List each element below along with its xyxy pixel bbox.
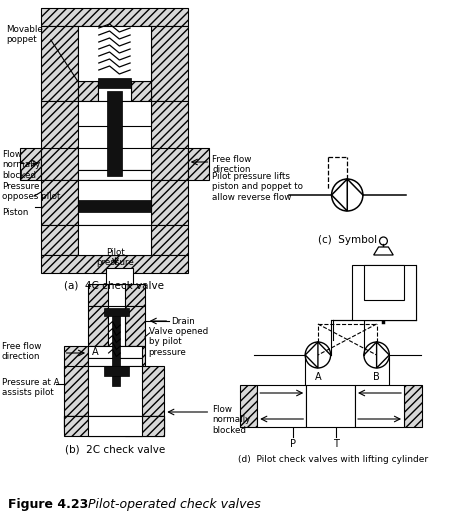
Bar xyxy=(125,416,164,428)
Polygon shape xyxy=(377,342,389,368)
Bar xyxy=(98,78,131,88)
Bar xyxy=(78,148,151,170)
Text: Pilot pressure lifts
piston and poppet to
allow reverse flow: Pilot pressure lifts piston and poppet t… xyxy=(212,172,303,202)
Bar xyxy=(78,81,98,101)
Bar xyxy=(41,148,78,180)
Bar xyxy=(151,148,188,180)
Bar xyxy=(104,366,129,376)
Text: A: A xyxy=(315,372,321,382)
Text: B: B xyxy=(373,372,380,382)
Polygon shape xyxy=(332,179,347,211)
Bar xyxy=(108,306,125,346)
Bar xyxy=(88,284,108,306)
Bar xyxy=(41,101,78,156)
Bar xyxy=(257,385,306,427)
Bar xyxy=(355,385,404,427)
Text: Pilot-operated check valves: Pilot-operated check valves xyxy=(88,498,261,511)
Polygon shape xyxy=(374,247,393,255)
Text: Drain: Drain xyxy=(171,317,195,326)
Bar xyxy=(78,225,151,255)
Text: (a)  4C check valve: (a) 4C check valve xyxy=(64,280,164,290)
Bar xyxy=(88,306,108,346)
Bar xyxy=(78,180,151,225)
Bar xyxy=(125,306,145,346)
Text: (d)  Pilot check valves with lifting cylinder: (d) Pilot check valves with lifting cyli… xyxy=(238,455,428,464)
Bar xyxy=(78,26,151,81)
Bar xyxy=(107,91,122,176)
Text: Pilot
pressure: Pilot pressure xyxy=(97,248,134,267)
Bar xyxy=(125,428,164,436)
Bar xyxy=(41,180,78,225)
Text: Movable
poppet: Movable poppet xyxy=(6,25,43,44)
Bar xyxy=(88,346,108,366)
Bar xyxy=(188,148,209,180)
Bar xyxy=(404,385,422,427)
Bar xyxy=(306,385,355,427)
Bar xyxy=(125,366,164,416)
Bar xyxy=(88,416,142,436)
Bar xyxy=(63,366,88,416)
Bar xyxy=(151,101,188,156)
Bar xyxy=(364,265,404,300)
Bar xyxy=(104,308,129,316)
Text: Flow
normally
blocked: Flow normally blocked xyxy=(2,150,40,180)
Bar xyxy=(125,346,145,366)
Bar xyxy=(19,148,41,180)
Bar xyxy=(41,8,188,26)
Text: Pressure at A
assists pilot: Pressure at A assists pilot xyxy=(2,378,59,397)
Bar xyxy=(78,101,151,126)
Bar xyxy=(88,416,142,428)
Bar xyxy=(131,81,151,101)
Bar xyxy=(41,26,78,101)
Bar xyxy=(151,180,188,225)
Bar xyxy=(240,385,257,427)
Text: (c)  Symbol: (c) Symbol xyxy=(318,235,377,245)
Bar xyxy=(112,316,120,386)
Bar xyxy=(78,170,151,180)
Bar xyxy=(151,26,188,101)
Text: A: A xyxy=(91,347,98,357)
Bar xyxy=(98,81,131,101)
Polygon shape xyxy=(305,342,318,368)
Text: Pressure
opposes pilot: Pressure opposes pilot xyxy=(2,182,60,201)
Bar xyxy=(88,366,142,416)
Text: Figure 4.23: Figure 4.23 xyxy=(8,498,88,511)
Text: Free flow
direction: Free flow direction xyxy=(2,342,41,361)
Bar xyxy=(78,200,151,212)
Text: Valve opened
by pilot
pressure: Valve opened by pilot pressure xyxy=(148,327,208,357)
Text: Piston: Piston xyxy=(2,208,28,217)
Bar xyxy=(63,416,88,428)
Bar xyxy=(63,346,88,376)
Bar xyxy=(125,284,145,306)
Bar xyxy=(88,358,142,366)
Text: P: P xyxy=(290,439,297,449)
Text: Flow
normally
blocked: Flow normally blocked xyxy=(212,405,251,435)
Bar xyxy=(151,225,188,255)
Text: (b)  2C check valve: (b) 2C check valve xyxy=(65,445,166,455)
Bar xyxy=(41,225,78,255)
Bar xyxy=(41,255,188,273)
Text: T: T xyxy=(333,439,338,449)
Bar xyxy=(106,268,133,284)
Bar xyxy=(88,346,142,358)
Bar xyxy=(352,265,416,320)
Bar xyxy=(63,416,164,436)
Bar xyxy=(63,416,164,432)
Text: Free flow
direction: Free flow direction xyxy=(212,155,252,174)
